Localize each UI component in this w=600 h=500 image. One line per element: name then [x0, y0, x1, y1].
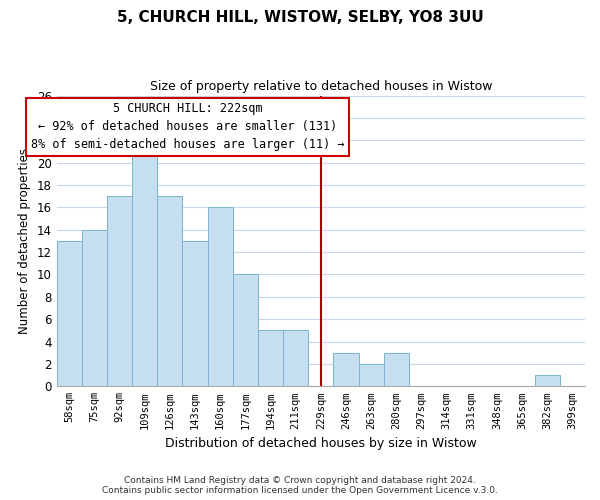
Bar — [107, 196, 132, 386]
Bar — [56, 241, 82, 386]
Bar — [359, 364, 384, 386]
Bar — [182, 241, 208, 386]
Bar — [258, 330, 283, 386]
Text: 5, CHURCH HILL, WISTOW, SELBY, YO8 3UU: 5, CHURCH HILL, WISTOW, SELBY, YO8 3UU — [116, 10, 484, 25]
Bar — [334, 353, 359, 386]
Bar — [535, 375, 560, 386]
Bar — [384, 353, 409, 386]
X-axis label: Distribution of detached houses by size in Wistow: Distribution of detached houses by size … — [165, 437, 476, 450]
Y-axis label: Number of detached properties: Number of detached properties — [18, 148, 31, 334]
Title: Size of property relative to detached houses in Wistow: Size of property relative to detached ho… — [149, 80, 492, 93]
Bar — [82, 230, 107, 386]
Bar — [283, 330, 308, 386]
Bar — [132, 140, 157, 386]
Text: Contains HM Land Registry data © Crown copyright and database right 2024.
Contai: Contains HM Land Registry data © Crown c… — [102, 476, 498, 495]
Text: 5 CHURCH HILL: 222sqm
← 92% of detached houses are smaller (131)
8% of semi-deta: 5 CHURCH HILL: 222sqm ← 92% of detached … — [31, 102, 344, 152]
Bar — [208, 208, 233, 386]
Bar — [157, 196, 182, 386]
Bar — [233, 274, 258, 386]
